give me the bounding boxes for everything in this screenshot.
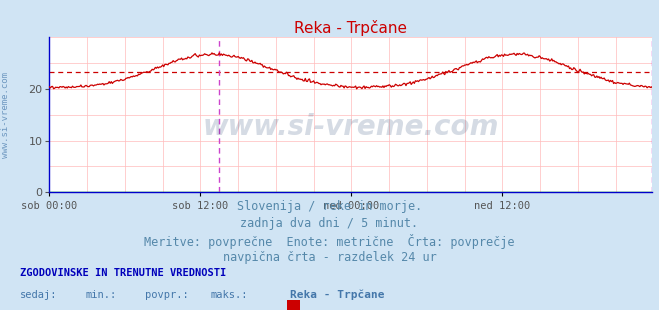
Text: min.:: min.: bbox=[86, 290, 117, 300]
Text: navpična črta - razdelek 24 ur: navpična črta - razdelek 24 ur bbox=[223, 251, 436, 264]
Text: Reka - Trpčane: Reka - Trpčane bbox=[290, 290, 384, 300]
Text: povpr.:: povpr.: bbox=[145, 290, 188, 300]
Title: Reka - Trpčane: Reka - Trpčane bbox=[295, 20, 407, 36]
Text: www.si-vreme.com: www.si-vreme.com bbox=[203, 113, 499, 141]
Text: www.si-vreme.com: www.si-vreme.com bbox=[1, 72, 10, 158]
Text: ZGODOVINSKE IN TRENUTNE VREDNOSTI: ZGODOVINSKE IN TRENUTNE VREDNOSTI bbox=[20, 268, 226, 278]
Text: maks.:: maks.: bbox=[211, 290, 248, 300]
Text: sedaj:: sedaj: bbox=[20, 290, 57, 300]
Text: Meritve: povprečne  Enote: metrične  Črta: povprečje: Meritve: povprečne Enote: metrične Črta:… bbox=[144, 234, 515, 249]
Text: Slovenija / reke in morje.: Slovenija / reke in morje. bbox=[237, 200, 422, 213]
Text: zadnja dva dni / 5 minut.: zadnja dva dni / 5 minut. bbox=[241, 217, 418, 230]
